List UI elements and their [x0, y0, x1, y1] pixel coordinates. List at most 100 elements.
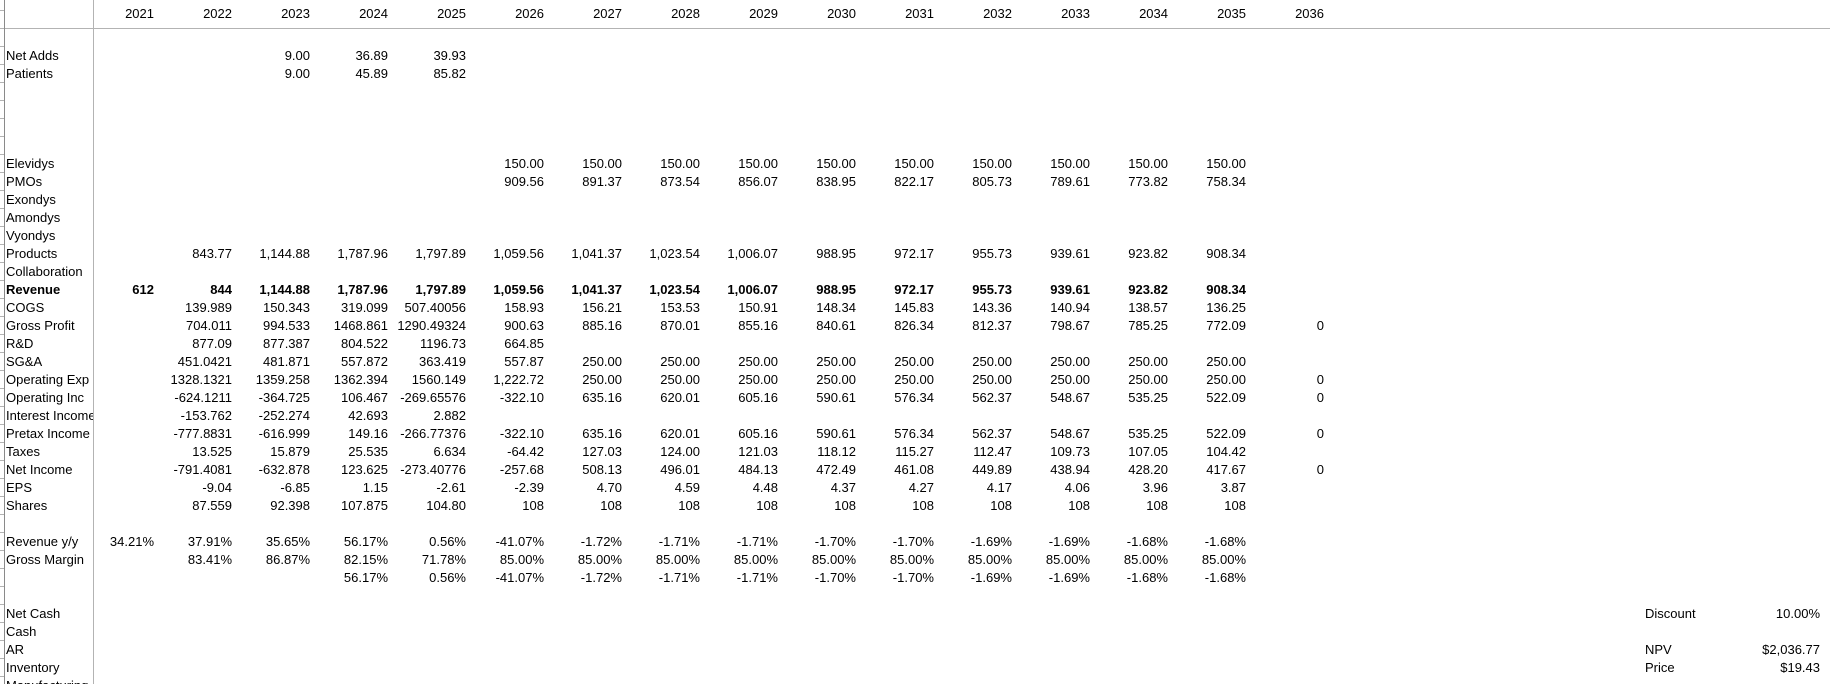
year-header-2024[interactable]: 2024 [359, 6, 388, 21]
cell-2036-revenue[interactable] [1249, 281, 1327, 299]
cell-2030-interest-income[interactable] [781, 407, 859, 425]
cell-2035-manufacturing[interactable] [1171, 677, 1249, 684]
cell-2027-exondys[interactable] [547, 191, 625, 209]
cell-2033-patients[interactable] [1015, 65, 1093, 83]
cell-2035-revenue[interactable]: 908.34 [1206, 282, 1246, 297]
cell-2023-r-d[interactable]: 877.387 [263, 336, 310, 351]
cell-2034-elevidys[interactable]: 150.00 [1128, 156, 1168, 171]
cell-2034-patients[interactable] [1093, 65, 1171, 83]
cell-2036-collaboration[interactable] [1249, 263, 1327, 281]
cell-2034-interest-income[interactable] [1093, 407, 1171, 425]
cell-2031-taxes[interactable]: 115.27 [895, 444, 934, 459]
cell-2023-cogs[interactable]: 150.343 [263, 300, 310, 315]
cell-2035[interactable] [1171, 101, 1249, 119]
cell-2021-products[interactable] [93, 245, 157, 263]
cell-2027-net-cash[interactable] [547, 605, 625, 623]
cell-2028-revenue-y-y[interactable]: -1.71% [658, 534, 700, 549]
cell-2036-inventory[interactable] [1249, 659, 1327, 677]
cell-2022-interest-income[interactable]: -153.762 [180, 408, 232, 423]
cell-2022-cogs[interactable]: 139.989 [185, 300, 232, 315]
row-label[interactable] [0, 587, 93, 605]
cell-2032-patients[interactable] [937, 65, 1015, 83]
cell-2035-pretax-income[interactable]: 522.09 [1206, 426, 1246, 441]
cell-2036[interactable] [1249, 83, 1327, 101]
cell-2023[interactable] [235, 29, 313, 47]
cell-2032-operating-exp[interactable]: 250.00 [972, 372, 1012, 387]
row-label-operating-exp[interactable]: Operating Exp [6, 372, 90, 387]
row-label-vyondys[interactable]: Vyondys [6, 228, 56, 243]
cell-2022-pretax-income[interactable]: -777.8831 [173, 426, 232, 441]
row-label-net-cash[interactable]: Net Cash [6, 606, 61, 621]
cell-2024-elevidys[interactable] [313, 155, 391, 173]
cell-2033-products[interactable]: 939.61 [1050, 246, 1090, 261]
cell-2026-shares[interactable]: 108 [522, 498, 544, 513]
cell-2027-cogs[interactable]: 156.21 [582, 300, 622, 315]
cell-2031-pmos[interactable]: 822.17 [894, 174, 934, 189]
cell-2033-exondys[interactable] [1015, 191, 1093, 209]
cell-2028-elevidys[interactable]: 150.00 [660, 156, 700, 171]
cell-2025-shares[interactable]: 104.80 [426, 498, 466, 513]
cell-2027-revenue[interactable]: 1,041.37 [571, 282, 622, 297]
cell-2021-gross-margin[interactable] [93, 551, 157, 569]
cell-2024-cash[interactable] [313, 623, 391, 641]
cell-2032-eps[interactable]: 4.17 [986, 480, 1012, 495]
row-label-net-adds[interactable]: Net Adds [6, 48, 59, 63]
cell-2026-r-d[interactable]: 664.85 [504, 336, 544, 351]
cell-2023[interactable] [235, 515, 313, 533]
cell-2021-patients[interactable] [93, 65, 157, 83]
row-label[interactable] [0, 569, 93, 587]
cell-2028[interactable]: -1.71% [658, 570, 700, 585]
cell-2026[interactable] [469, 83, 547, 101]
cell-2030-net-cash[interactable] [781, 605, 859, 623]
cell-2023-operating-exp[interactable]: 1359.258 [255, 372, 310, 387]
cell-2035-cogs[interactable]: 136.25 [1206, 300, 1246, 315]
cell-2025[interactable] [391, 29, 469, 47]
cell-2032-shares[interactable]: 108 [990, 498, 1012, 513]
cell-2029-elevidys[interactable]: 150.00 [738, 156, 778, 171]
cell-2026-gross-profit[interactable]: 900.63 [504, 318, 544, 333]
cell-2028-sg-a[interactable]: 250.00 [660, 354, 700, 369]
cell-2025-revenue-y-y[interactable]: 0.56% [429, 534, 466, 549]
cell-2027-revenue-y-y[interactable]: -1.72% [580, 534, 622, 549]
cell-2024[interactable] [313, 29, 391, 47]
discount-label[interactable]: Discount [1645, 606, 1696, 621]
cell-2026[interactable] [469, 101, 547, 119]
cell-2028-cogs[interactable]: 153.53 [660, 300, 700, 315]
cell-2025-gross-profit[interactable]: 1290.49324 [397, 318, 466, 333]
cell-2032-gross-profit[interactable]: 812.37 [972, 318, 1012, 333]
cell-2030-eps[interactable]: 4.37 [830, 480, 856, 495]
row-label-cash[interactable]: Cash [6, 624, 37, 639]
cell-2036[interactable] [1249, 29, 1327, 47]
cell-2033-cogs[interactable]: 140.94 [1050, 300, 1090, 315]
cell-2021-ar[interactable] [93, 641, 157, 659]
cell-2021[interactable] [93, 587, 157, 605]
cell-2027[interactable] [547, 587, 625, 605]
cell-2028[interactable] [625, 83, 703, 101]
cell-2026-taxes[interactable]: -64.42 [507, 444, 544, 459]
cell-2022-net-adds[interactable] [157, 47, 235, 65]
cell-2027[interactable]: -1.72% [580, 570, 622, 585]
row-label[interactable] [0, 29, 93, 47]
cell-2036-patients[interactable] [1249, 65, 1327, 83]
cell-2024[interactable] [313, 83, 391, 101]
row-label-exondys[interactable]: Exondys [6, 192, 56, 207]
cell-2022-r-d[interactable]: 877.09 [192, 336, 232, 351]
cell-2030-net-income[interactable]: 472.49 [816, 462, 856, 477]
cell-2034-pretax-income[interactable]: 535.25 [1128, 426, 1168, 441]
cell-2032[interactable]: -1.69% [970, 570, 1012, 585]
year-header-2023[interactable]: 2023 [281, 6, 310, 21]
cell-2026[interactable] [469, 137, 547, 155]
cell-2026-amondys[interactable] [469, 209, 547, 227]
cell-2031[interactable] [859, 83, 937, 101]
cell-2032-pmos[interactable]: 805.73 [972, 174, 1012, 189]
cell-2021-shares[interactable] [93, 497, 157, 515]
cell-2036-shares[interactable] [1249, 497, 1327, 515]
cell-2023-cash[interactable] [235, 623, 313, 641]
year-header-2027[interactable]: 2027 [593, 6, 622, 21]
cell-2030-shares[interactable]: 108 [834, 498, 856, 513]
year-header-2033[interactable]: 2033 [1061, 6, 1090, 21]
cell-2030-cogs[interactable]: 148.34 [816, 300, 856, 315]
cell-2035-operating-inc[interactable]: 522.09 [1206, 390, 1246, 405]
cell-2032-vyondys[interactable] [937, 227, 1015, 245]
cell-2023-patients[interactable]: 9.00 [284, 66, 310, 81]
